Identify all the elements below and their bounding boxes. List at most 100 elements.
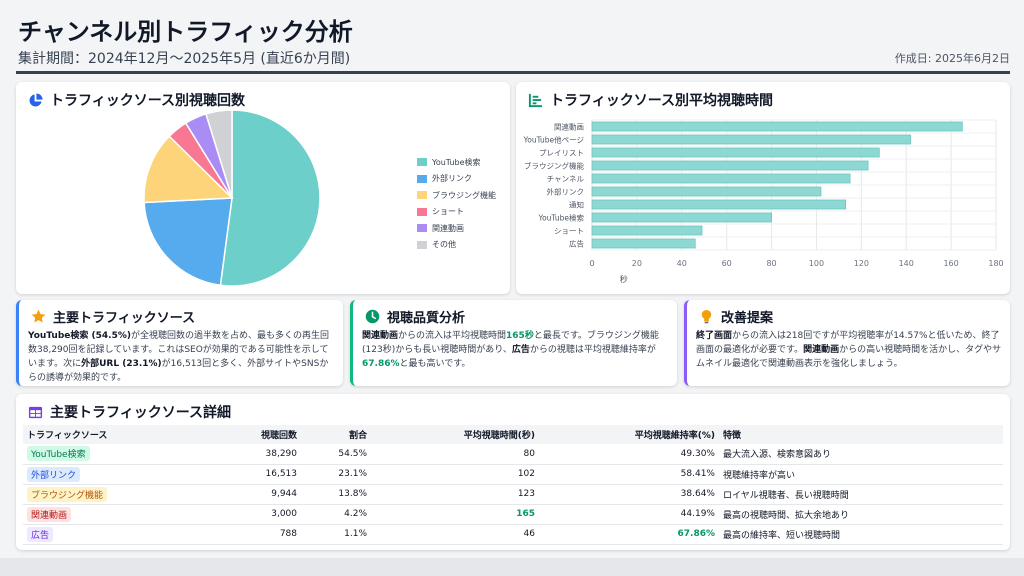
y-category-label: ショート [554, 227, 584, 236]
avg-time-cell: 80 [371, 444, 539, 465]
detail-table: トラフィックソース 視聴回数 割合 平均視聴時間(秒) 平均視聴維持率(%) 特… [23, 425, 1003, 545]
source-tag: 広告 [27, 526, 54, 542]
x-tick-label: 160 [943, 259, 958, 268]
pie-chart-icon [29, 92, 43, 107]
legend-swatch [417, 158, 427, 167]
pie-legend: YouTube検索 外部リンクブラウジング機能 ショート関連動画その他 [417, 154, 496, 253]
legend-item: ブラウジング機能 [417, 187, 496, 204]
x-tick-label: 60 [722, 259, 732, 268]
created-date: 作成日: 2025年6月2日 [894, 52, 1010, 65]
insight-quality: 視聴品質分析 関連動画からの流入は平均視聴時間165秒と最長です。ブラウジング機… [350, 300, 677, 386]
legend-swatch [417, 240, 427, 249]
share-cell: 4.2% [301, 504, 371, 525]
header-views: 視聴回数 [201, 425, 301, 444]
share-cell: 13.8% [301, 484, 371, 505]
x-tick-label: 140 [899, 259, 914, 268]
legend-swatch [417, 224, 427, 233]
bar [591, 134, 912, 145]
views-cell: 38,290 [201, 444, 301, 465]
views-cell: 16,513 [201, 464, 301, 485]
insight-main-title: 主要トラフィックソース [53, 311, 196, 326]
legend-label: 外部リンク [432, 174, 472, 184]
pie-slice [143, 135, 234, 204]
header-source: トラフィックソース [23, 425, 201, 444]
retention-cell: 67.86% [539, 524, 719, 545]
bar-chart-card: トラフィックソース別平均視聴時間 0 20 40 60 80 100 120 140 160 18… [516, 82, 1010, 294]
pie-chart [143, 109, 321, 287]
insight-improvement: 改善提案 終了画面からの流入は218回ですが平均視聴率が14.57%と低いため、… [684, 300, 1010, 386]
y-category-label: チャンネル [547, 175, 585, 184]
table-row: YouTube検索 38,290 54.5% 80 49.30% 最大流入源、検… [23, 444, 1003, 465]
legend-swatch [417, 174, 427, 183]
legend-label: ブラウジング機能 [432, 190, 496, 200]
pie-chart-card: トラフィックソース別視聴回数 YouTube検索 外部リンクブラウジング機能 ショー… [16, 82, 510, 294]
bar [591, 160, 869, 171]
x-tick-label: 40 [677, 259, 687, 268]
table-icon [28, 406, 43, 418]
legend-label: YouTube検索 [432, 157, 481, 167]
pie-slice [143, 197, 233, 287]
avg-time-cell: 46 [371, 524, 539, 545]
x-tick-label: 0 [589, 259, 594, 268]
feature-cell: 視聴維持率が高い [719, 464, 1003, 485]
report-header: チャンネル別トラフィック分析 集計期間：2024年12月〜2025年5月 (直近… [16, 8, 1010, 74]
bar [591, 225, 703, 236]
feature-cell: 最大流入源、検索意図あり [719, 444, 1003, 465]
views-cell: 9,944 [201, 484, 301, 505]
y-category-label: YouTube他ページ [523, 135, 585, 145]
header-feature: 特徴 [719, 425, 1003, 444]
y-category-label: YouTube検索 [538, 213, 585, 223]
table-header-row: トラフィックソース 視聴回数 割合 平均視聴時間(秒) 平均視聴維持率(%) 特… [23, 425, 1003, 444]
feature-cell: 最高の視聴時間、拡大余地あり [719, 504, 1003, 525]
star-icon [31, 309, 46, 323]
legend-swatch [417, 191, 427, 200]
detail-table-card: 主要トラフィックソース詳細 トラフィックソース 視聴回数 割合 平均視聴時間(秒… [16, 394, 1010, 550]
share-cell: 23.1% [301, 464, 371, 485]
legend-label: その他 [432, 240, 456, 250]
header-retention: 平均視聴維持率(%) [539, 425, 719, 444]
retention-cell: 44.19% [539, 504, 719, 525]
y-category-label: 広告 [569, 239, 584, 249]
pie-slice [205, 109, 233, 199]
share-cell: 1.1% [301, 524, 371, 545]
insight-improvement-text: 終了画面からの流入は218回ですが平均視聴率が14.57%と低いため、終了画面の… [696, 331, 1002, 369]
feature-cell: 最高の維持率、短い視聴時間 [719, 524, 1003, 545]
page-title: チャンネル別トラフィック分析 [18, 18, 353, 46]
legend-label: ショート [432, 207, 464, 217]
y-category-label: 通知 [569, 200, 584, 210]
source-tag: YouTube検索 [27, 446, 90, 462]
pie-chart-title: トラフィックソース別視聴回数 [50, 93, 246, 109]
table-row: 関連動画 3,000 4.2% 165 44.19% 最高の視聴時間、拡大余地あ… [23, 504, 1003, 525]
legend-item: その他 [417, 237, 496, 254]
views-cell: 788 [201, 524, 301, 545]
x-tick-label: 100 [809, 259, 824, 268]
legend-item: 関連動画 [417, 220, 496, 237]
legend-item: ショート [417, 204, 496, 221]
x-tick-label: 120 [854, 259, 869, 268]
bar [591, 199, 847, 210]
table-row: 外部リンク 16,513 23.1% 102 58.41% 視聴維持率が高い [23, 464, 1003, 485]
bar [591, 238, 696, 249]
x-tick-label: 20 [632, 259, 642, 268]
source-tag: ブラウジング機能 [27, 486, 108, 502]
share-cell: 54.5% [301, 444, 371, 465]
period-subtitle: 集計期間：2024年12月〜2025年5月 (直近6か月間) [18, 51, 351, 67]
legend-label: 関連動画 [432, 223, 464, 233]
legend-item: YouTube検索 [417, 154, 496, 171]
views-cell: 3,000 [201, 504, 301, 525]
header-share: 割合 [301, 425, 371, 444]
source-tag: 外部リンク [27, 466, 81, 482]
y-category-label: ブラウジング機能 [524, 161, 584, 171]
clock-icon [365, 309, 380, 324]
avg-time-cell: 102 [371, 464, 539, 485]
legend-item: 外部リンク [417, 171, 496, 188]
avg-time-cell: 123 [371, 484, 539, 505]
bar-chart-title: トラフィックソース別平均視聴時間 [550, 93, 774, 109]
insight-quality-text: 関連動画からの流入は平均視聴時間165秒と最長です。ブラウジング機能(123秒)… [362, 331, 659, 369]
table-row: ブラウジング機能 9,944 13.8% 123 38.64% ロイヤル視聴者、… [23, 484, 1003, 505]
bar [591, 173, 851, 184]
x-tick-label: 180 [988, 259, 1003, 268]
x-axis-label: 秒 [620, 274, 628, 284]
table-title: 主要トラフィックソース詳細 [50, 405, 232, 421]
bar [591, 147, 880, 158]
